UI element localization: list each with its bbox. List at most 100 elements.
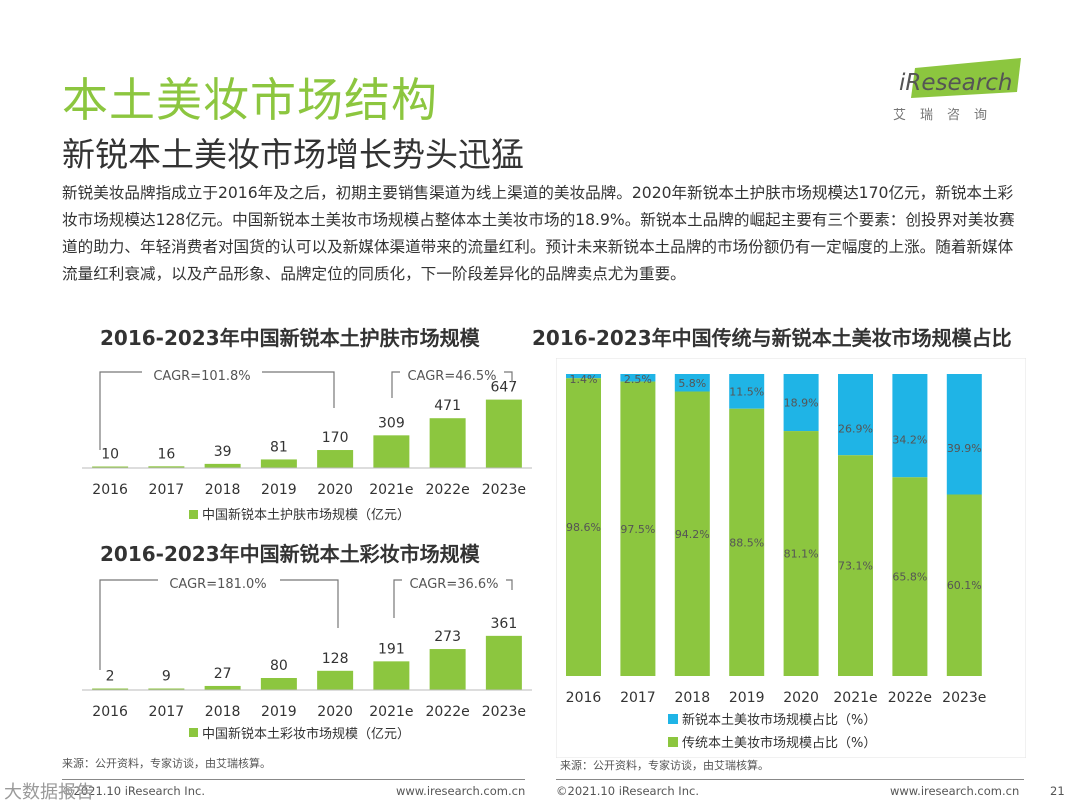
share-legend-swatch-new — [668, 714, 678, 724]
makeup-value-label: 273 — [434, 629, 461, 645]
skincare-cagr-2: CAGR=46.5% — [407, 369, 496, 384]
share-bar-traditional — [892, 477, 928, 676]
skincare-value-label: 471 — [434, 398, 461, 414]
share-bar-new — [620, 374, 656, 382]
makeup-cagr-2: CAGR=36.6% — [409, 577, 498, 592]
makeup-value-label: 9 — [162, 669, 171, 685]
share-tick-label: 2023e — [942, 690, 986, 706]
makeup-cagr-bracket-1b — [280, 579, 339, 628]
iresearch-logo: iResearch — [899, 58, 1021, 98]
logo-brand-text: iResearch — [899, 70, 1012, 96]
page-number: 21 — [1050, 784, 1065, 798]
makeup-legend-label: 中国新锐本土彩妆市场规模（亿元） — [202, 726, 410, 742]
share-bar-traditional — [729, 408, 765, 676]
makeup-value-label: 27 — [214, 666, 232, 682]
share-label-new: 2.5% — [624, 373, 652, 386]
share-label-new: 34.2% — [892, 434, 927, 447]
makeup-cagr-bracket-1 — [99, 579, 158, 670]
makeup-tick-label: 2016 — [92, 704, 128, 720]
share-bar-traditional — [674, 391, 710, 676]
skincare-legend-swatch — [189, 510, 198, 519]
right-footer-copyright: ©2021.10 iResearch Inc. — [556, 784, 699, 798]
share-label-traditional: 81.1% — [784, 548, 819, 561]
right-source-note: 来源：公开资料，专家访谈，由艾瑞核算。 — [560, 759, 769, 772]
makeup-chart: 2 9 27 80 128 191 273 361 CAGR=181.0% CAGR=36.6… — [82, 577, 532, 742]
share-bar-new — [892, 374, 928, 478]
share-bar-new — [674, 374, 710, 392]
makeup-bar — [92, 688, 129, 690]
skincare-tick-label: 2019 — [261, 482, 297, 498]
makeup-tick-label: 2021e — [369, 704, 413, 720]
makeup-chart-title: 2016-2023年中国新锐本土彩妆市场规模 — [100, 542, 480, 566]
share-label-new: 39.9% — [947, 442, 982, 455]
right-footer-url[interactable]: www.iresearch.com.cn — [890, 784, 1020, 798]
skincare-cagr-bracket-2b — [504, 371, 513, 382]
skincare-chart: 10 16 39 81 170 309 471 647 CAGR=101.8% CAGR=46… — [82, 369, 532, 523]
share-bar-traditional — [838, 455, 873, 676]
skincare-value-label: 16 — [157, 446, 175, 462]
share-tick-label: 2016 — [566, 690, 602, 706]
makeup-legend-swatch — [189, 728, 198, 737]
skincare-bar — [92, 466, 129, 468]
share-bar-new — [566, 374, 601, 379]
share-tick-label: 2020 — [783, 690, 819, 706]
share-label-new: 11.5% — [729, 385, 764, 398]
share-tick-label: 2018 — [674, 690, 710, 706]
skincare-tick-label: 2021e — [369, 482, 413, 498]
share-bar-traditional — [566, 378, 601, 676]
share-label-traditional: 98.6% — [566, 521, 601, 534]
makeup-value-label: 80 — [270, 658, 288, 674]
skincare-value-label: 39 — [214, 444, 232, 460]
skincare-tick-label: 2016 — [92, 482, 128, 498]
makeup-tick-label: 2020 — [317, 704, 353, 720]
left-footer-copyright: ©2021.10 iResearch Inc. — [62, 784, 205, 798]
share-chart: 1.4% 98.6% 2.5% 97.5% 5.8% 94.2% 11.5% 88.5% 18.… — [556, 358, 1026, 758]
share-label-new: 18.9% — [784, 397, 819, 410]
left-source-note: 来源：公开资料，专家访谈，由艾瑞核算。 — [62, 757, 271, 770]
share-bar-new — [729, 374, 765, 409]
share-bar-new — [838, 374, 873, 456]
share-chart-title: 2016-2023年中国传统与新锐本土美妆市场规模占比 — [532, 326, 1012, 350]
share-label-traditional: 97.5% — [620, 523, 655, 536]
share-label-traditional: 73.1% — [838, 560, 873, 573]
skincare-bar — [260, 459, 297, 468]
skincare-value-label: 10 — [101, 447, 119, 463]
share-tick-label: 2017 — [620, 690, 656, 706]
skincare-value-label: 170 — [322, 430, 349, 446]
skincare-cagr-bracket-1 — [99, 371, 142, 450]
makeup-bar — [317, 670, 354, 690]
skincare-value-label: 309 — [378, 415, 405, 431]
makeup-cagr-bracket-2b — [506, 579, 513, 590]
left-footer-url[interactable]: www.iresearch.com.cn — [396, 784, 526, 798]
skincare-value-label: 81 — [270, 439, 288, 455]
makeup-tick-label: 2022e — [426, 704, 470, 720]
makeup-bar — [373, 661, 410, 690]
makeup-bar — [204, 685, 241, 690]
share-legend-label-new: 新锐本土美妆市场规模占比（%） — [682, 712, 876, 728]
makeup-value-label: 2 — [106, 669, 115, 685]
share-tick-label: 2019 — [729, 690, 765, 706]
skincare-cagr-bracket-1b — [262, 371, 335, 408]
skincare-bar — [317, 450, 354, 468]
share-label-traditional: 94.2% — [675, 528, 710, 541]
skincare-tick-label: 2023e — [482, 482, 526, 498]
makeup-tick-label: 2023e — [482, 704, 526, 720]
page-subtitle: 新锐本土美妆市场增长势头迅猛 — [62, 135, 524, 174]
makeup-bar — [485, 635, 522, 690]
watermark-text: 大数据报告 — [4, 782, 94, 803]
makeup-value-label: 361 — [491, 616, 518, 632]
makeup-tick-label: 2017 — [149, 704, 185, 720]
share-bar-traditional — [783, 431, 819, 676]
makeup-cagr-1: CAGR=181.0% — [169, 577, 266, 592]
skincare-tick-label: 2018 — [205, 482, 241, 498]
share-label-traditional: 65.8% — [892, 571, 927, 584]
makeup-bar — [429, 649, 466, 690]
share-tick-label: 2021e — [833, 690, 877, 706]
makeup-bar — [260, 678, 297, 690]
share-tick-label: 2022e — [888, 690, 932, 706]
page-title: 本土美妆市场结构 — [62, 73, 438, 127]
makeup-value-label: 191 — [378, 641, 405, 657]
share-bar-new — [783, 374, 819, 432]
skincare-tick-label: 2022e — [426, 482, 470, 498]
share-bar-traditional — [946, 494, 982, 676]
